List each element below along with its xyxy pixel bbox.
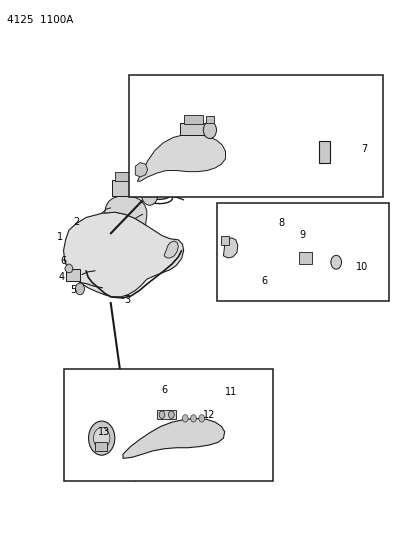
Text: 5: 5 — [70, 286, 76, 295]
Bar — [129, 75, 382, 197]
Bar — [156, 410, 176, 419]
Bar — [183, 115, 202, 124]
Circle shape — [168, 411, 174, 418]
Text: 13: 13 — [98, 427, 110, 437]
Circle shape — [159, 411, 164, 418]
Text: 8: 8 — [278, 218, 284, 228]
Bar — [115, 172, 138, 181]
Polygon shape — [164, 241, 178, 258]
Circle shape — [190, 415, 196, 422]
Circle shape — [198, 415, 204, 422]
Text: 1: 1 — [57, 232, 63, 242]
Bar — [217, 203, 389, 301]
Text: 7: 7 — [360, 144, 366, 154]
Polygon shape — [223, 238, 237, 258]
Circle shape — [88, 421, 115, 455]
Polygon shape — [63, 212, 183, 297]
Bar — [112, 180, 141, 196]
Bar — [95, 442, 107, 451]
Text: 4: 4 — [58, 272, 65, 282]
Bar — [318, 141, 329, 163]
Text: 3: 3 — [124, 295, 130, 305]
Circle shape — [141, 184, 157, 205]
Text: 6: 6 — [161, 385, 167, 395]
Circle shape — [330, 255, 341, 269]
Polygon shape — [104, 196, 146, 225]
Text: 4125  1100A: 4125 1100A — [7, 15, 74, 25]
Circle shape — [182, 415, 188, 422]
Text: 10: 10 — [355, 262, 367, 271]
Circle shape — [75, 283, 84, 295]
Bar — [180, 123, 205, 135]
Text: 11: 11 — [224, 387, 236, 397]
Bar — [144, 177, 154, 185]
Text: 12: 12 — [202, 410, 214, 419]
Text: 6: 6 — [61, 256, 67, 266]
Bar — [63, 369, 272, 481]
Bar — [65, 269, 80, 281]
Bar — [221, 236, 228, 245]
Polygon shape — [137, 134, 225, 181]
Circle shape — [203, 122, 216, 139]
Text: 9: 9 — [299, 230, 305, 239]
Polygon shape — [65, 264, 73, 273]
Circle shape — [93, 427, 110, 449]
Bar — [205, 116, 213, 123]
Text: 6: 6 — [261, 277, 267, 286]
Polygon shape — [135, 163, 147, 177]
Bar — [299, 252, 311, 264]
Text: 2: 2 — [73, 217, 79, 227]
Polygon shape — [123, 418, 224, 458]
